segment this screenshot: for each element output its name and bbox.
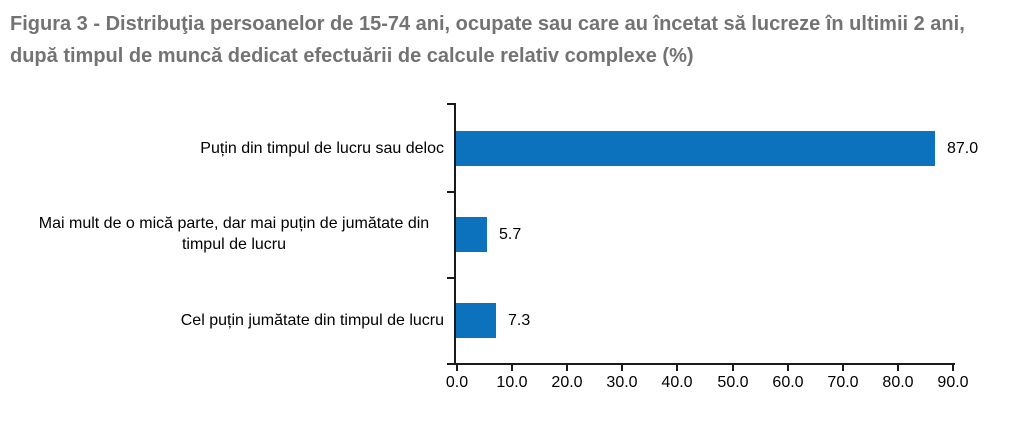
x-tick [566, 365, 568, 371]
x-tick [676, 365, 678, 371]
y-tick [447, 277, 454, 279]
x-tick-label: 50.0 [717, 374, 749, 391]
category-label-text: Puțin din timpul de lucru sau deloc [200, 139, 444, 157]
category-label: Mai mult de o mică parte, dar mai puțin … [0, 191, 444, 277]
y-tick [447, 363, 454, 365]
figure-title: Figura 3 - Distribuţia persoanelor de 15… [10, 13, 965, 67]
value-label: 5.7 [499, 225, 522, 243]
x-tick-label: 10.0 [496, 374, 528, 391]
x-tick [787, 365, 789, 371]
category-label-text: Cel puțin jumătate din timpul de lucru [180, 311, 444, 329]
x-tick-label: 60.0 [772, 374, 804, 391]
x-tick-label: 90.0 [937, 374, 969, 391]
bar [456, 302, 496, 338]
x-tick-label: 40.0 [661, 374, 693, 391]
value-label: 7.3 [508, 311, 531, 329]
bar [456, 216, 487, 252]
category-label-text: Mai mult de o mică parte, dar mai puțin … [38, 215, 430, 253]
x-tick-label: 0.0 [445, 374, 469, 391]
x-tick [897, 365, 899, 371]
x-tick-label: 80.0 [882, 374, 914, 391]
x-tick [732, 365, 734, 371]
value-label: 87.0 [947, 139, 979, 157]
x-tick [621, 365, 623, 371]
y-tick [447, 191, 454, 193]
y-axis-line [454, 103, 456, 365]
x-tick [511, 365, 513, 371]
x-tick-label: 30.0 [606, 374, 638, 391]
x-tick [952, 365, 954, 371]
bar [456, 130, 935, 166]
x-tick [456, 365, 458, 371]
category-label: Puțin din timpul de lucru sau deloc [0, 105, 444, 191]
x-tick [842, 365, 844, 371]
x-axis-line [454, 363, 955, 365]
y-tick [447, 103, 454, 105]
x-tick-label: 20.0 [551, 374, 583, 391]
category-label: Cel puțin jumătate din timpul de lucru [0, 277, 444, 363]
x-tick-label: 70.0 [827, 374, 859, 391]
plot-area: 87.0 5.7 7.3 [456, 105, 978, 363]
